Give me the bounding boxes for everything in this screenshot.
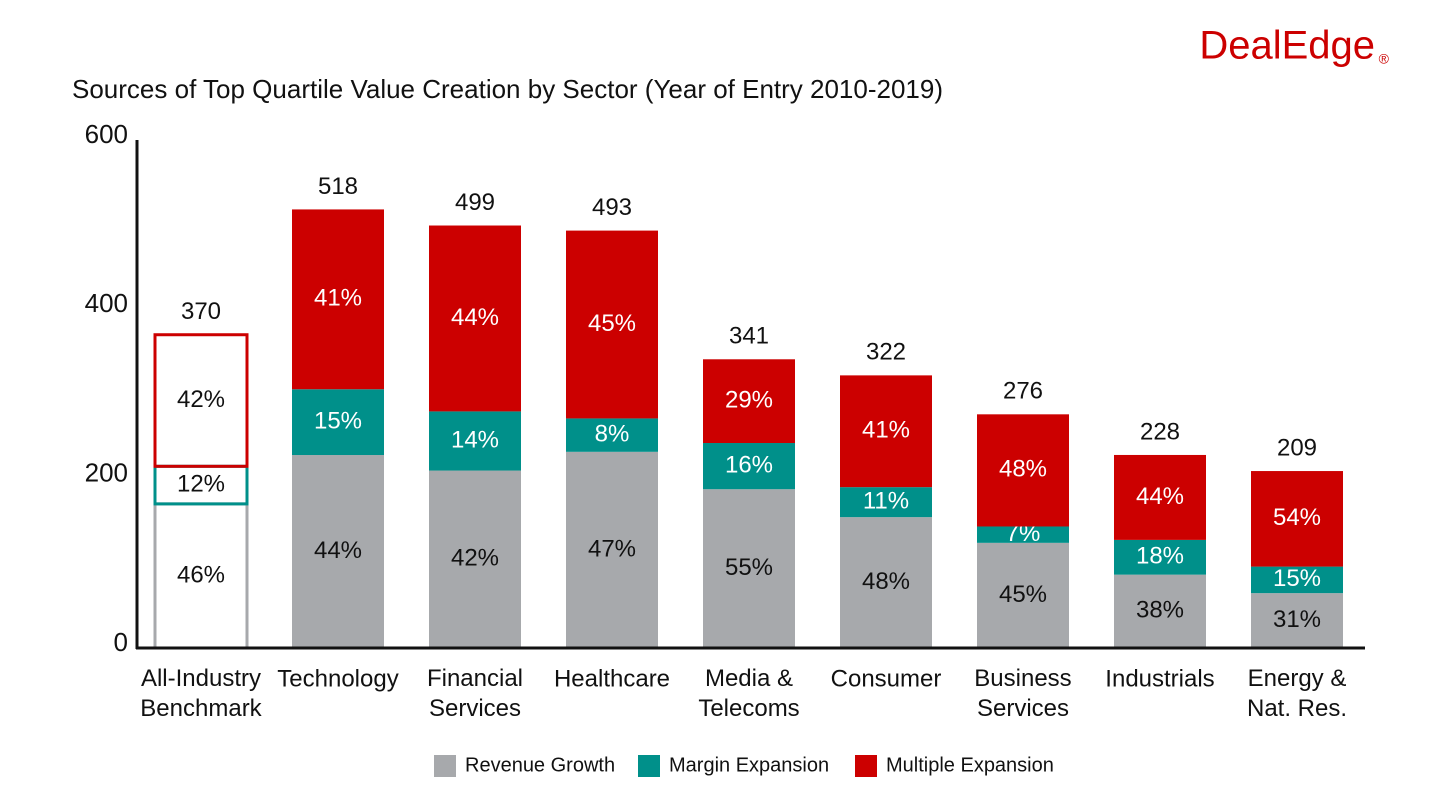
bar-segment — [429, 225, 521, 412]
x-tick-label: Healthcare — [554, 665, 670, 692]
total-label: 276 — [1003, 378, 1043, 405]
y-tick-label: 600 — [85, 119, 128, 149]
segment-label: 45% — [999, 581, 1047, 608]
bar-segment — [1251, 566, 1343, 594]
segment-label: 14% — [451, 426, 499, 453]
bar-segment — [1114, 454, 1206, 540]
segment-label: 45% — [588, 310, 636, 337]
x-tick-label: Technology — [277, 665, 398, 692]
brand: DealEdge — [1199, 24, 1375, 68]
segment-label: 44% — [451, 304, 499, 331]
segment-label: 29% — [725, 386, 773, 413]
legend-swatch — [638, 755, 660, 777]
total-label: 322 — [866, 339, 906, 366]
y-tick-label: 0 — [114, 627, 128, 657]
segment-label: 46% — [177, 561, 225, 588]
bar-segment — [977, 542, 1069, 648]
segment-label: 54% — [1273, 504, 1321, 531]
bar-segment — [429, 411, 521, 471]
total-label: 518 — [318, 173, 358, 200]
bar-segment — [292, 389, 384, 456]
segment-label: 11% — [863, 487, 909, 514]
x-tick-label: Industrials — [1105, 665, 1214, 692]
y-tick-label: 200 — [85, 458, 128, 488]
segment-label: 16% — [725, 451, 773, 478]
bar-segment — [566, 230, 658, 419]
bar-segment — [292, 209, 384, 390]
x-tick-label: Energy & Nat. Res. — [1247, 665, 1347, 722]
bar-segment — [840, 517, 932, 648]
total-label: 499 — [455, 189, 495, 216]
segment-label: 44% — [1136, 483, 1184, 510]
segment-label: 47% — [588, 535, 636, 562]
legend-label: Multiple Expansion — [886, 754, 1054, 776]
legend-label: Revenue Growth — [465, 754, 615, 776]
x-tick-label: All-Industry Benchmark — [140, 665, 262, 722]
bar-segment — [977, 526, 1069, 543]
segment-label: 55% — [725, 554, 773, 581]
total-label: 209 — [1277, 434, 1317, 461]
x-tick-label: Business Services — [974, 665, 1071, 722]
segment-label: 8% — [595, 420, 630, 447]
bar-segment — [840, 487, 932, 518]
bar-segment — [1114, 539, 1206, 575]
bar-segment — [1251, 471, 1343, 567]
segment-label: 38% — [1136, 597, 1184, 624]
x-tick-label: Consumer — [831, 665, 942, 692]
legend-swatch — [855, 755, 877, 777]
bar-segment — [977, 414, 1069, 527]
bar-segment — [703, 489, 795, 648]
chart-title: Sources of Top Quartile Value Creation b… — [72, 74, 943, 104]
segment-label: 12% — [177, 470, 225, 497]
bar-segment — [703, 359, 795, 444]
segment-label: 18% — [1136, 543, 1184, 570]
segment-label: 48% — [862, 568, 910, 595]
segment-label: 15% — [314, 407, 362, 434]
y-tick-label: 400 — [85, 288, 128, 318]
bar-segment — [153, 333, 249, 468]
total-label: 341 — [729, 323, 769, 350]
total-label: 228 — [1140, 418, 1180, 445]
bar-segment — [1114, 574, 1206, 648]
segment-label: 15% — [1273, 565, 1321, 592]
legend-swatch — [434, 755, 456, 777]
total-label: 370 — [181, 298, 221, 325]
brand-mark: ® — [1379, 51, 1390, 67]
segment-label: 48% — [999, 456, 1047, 483]
bar-segment — [292, 455, 384, 648]
segment-label: 44% — [314, 537, 362, 564]
legend-label: Margin Expansion — [669, 754, 829, 776]
bar-segment — [429, 470, 521, 648]
x-tick-label: Media & Telecoms — [698, 665, 799, 722]
total-label: 493 — [592, 194, 632, 221]
bar-segment — [703, 443, 795, 490]
segment-label: 41% — [314, 285, 362, 312]
segment-label: 42% — [177, 386, 225, 413]
segment-label: 31% — [1273, 606, 1321, 633]
segment-label: 41% — [862, 417, 910, 444]
x-tick-label: Financial Services — [427, 665, 523, 722]
segment-label: 42% — [451, 545, 499, 572]
bar-segment — [840, 375, 932, 488]
bar-segment — [1251, 593, 1343, 648]
bar-segment — [566, 451, 658, 648]
bar-segment — [566, 418, 658, 452]
